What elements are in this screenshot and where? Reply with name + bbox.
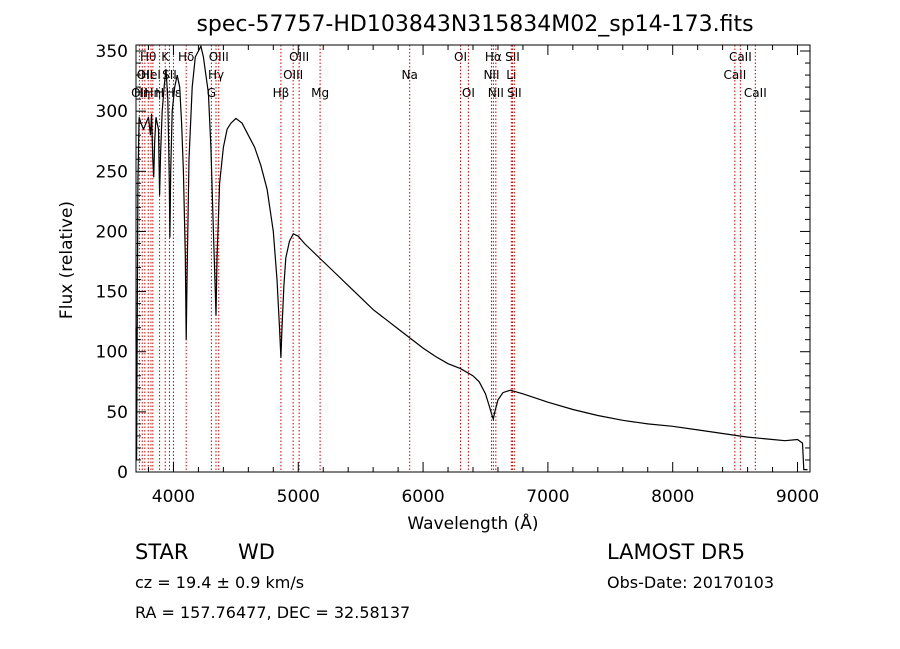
line-marker-label-0: OII: [131, 86, 148, 100]
x-tick-label: 9000: [776, 487, 819, 507]
line-marker-label-23: NII: [488, 86, 504, 100]
coordinates-readout: RA = 157.76477, DEC = 32.58137: [135, 603, 411, 622]
line-marker-label-13: OIII: [209, 50, 229, 64]
line-marker-label-12: Hγ: [208, 68, 224, 82]
line-marker-label-2: OII: [137, 68, 154, 82]
line-marker-label-24: Li: [506, 68, 516, 82]
line-marker-label-1: Hη: [134, 86, 151, 100]
observation-date: Obs-Date: 20170103: [607, 573, 775, 592]
line-markers: OIIHηOIIHθHeIHηHKSIIHεHδGHγOIIIHβOIIIOII…: [131, 45, 767, 472]
y-tick-label: 150: [96, 283, 128, 303]
survey-name: LAMOST DR5: [607, 540, 746, 564]
y-tick-label: 100: [96, 343, 128, 363]
plot-frame: [135, 44, 811, 473]
x-tick-label: 8000: [651, 487, 694, 507]
line-marker-label-29: CaII: [744, 86, 767, 100]
y-tick-label: 50: [106, 403, 128, 423]
line-marker-label-16: OIII: [289, 50, 309, 64]
x-tick-label: 4000: [152, 487, 195, 507]
line-marker-label-19: OI: [454, 50, 467, 64]
y-tick-label: 350: [96, 42, 128, 62]
line-marker-label-14: Hβ: [273, 86, 290, 100]
y-tick-label: 250: [96, 162, 128, 182]
redshift-readout: cz = 19.4 ± 0.9 km/s: [135, 573, 305, 592]
x-axis-label: Wavelength (Å): [407, 512, 538, 534]
object-class: STAR: [135, 540, 189, 564]
line-marker-label-6: H: [155, 86, 164, 100]
line-marker-label-10: Hδ: [178, 50, 194, 64]
line-marker-label-3: Hθ: [140, 50, 156, 64]
spectrum-series-line: [135, 44, 808, 471]
line-marker-label-11: G: [207, 86, 216, 100]
y-axis-label: Flux (relative): [57, 201, 77, 319]
y-tick-label: 200: [96, 222, 128, 242]
line-marker-label-17: Mg: [311, 86, 329, 100]
line-marker-label-25: SII: [505, 50, 520, 64]
x-tick-label: 5000: [277, 487, 320, 507]
x-tick-label: 6000: [401, 487, 444, 507]
x-tick-label: 7000: [526, 487, 569, 507]
line-marker-label-4: HeI: [141, 68, 161, 82]
y-tick-label: 300: [96, 102, 128, 122]
axis-ticks: 4000 5000 6000 7000 8000 9000 0 50 100 150 200 250 3…: [96, 42, 820, 507]
line-marker-label-18: Na: [402, 68, 418, 82]
line-marker-label-20: OI: [462, 86, 475, 100]
line-marker-label-5: Hη: [145, 86, 162, 100]
line-marker-label-26: SII: [507, 86, 522, 100]
line-marker-label-15: OIII: [283, 68, 303, 82]
line-marker-label-21: NII: [483, 68, 499, 82]
line-marker-label-28: CaII: [729, 50, 752, 64]
chart-title: spec-57757-HD103843N315834M02_sp14-173.f…: [196, 12, 753, 37]
line-marker-label-22: Hα: [485, 50, 502, 64]
line-marker-label-7: K: [161, 50, 170, 64]
line-marker-label-9: Hε: [166, 86, 182, 100]
y-tick-label: 0: [117, 463, 128, 483]
object-subclass: WD: [238, 540, 275, 564]
line-marker-label-27: CaII: [723, 68, 746, 82]
